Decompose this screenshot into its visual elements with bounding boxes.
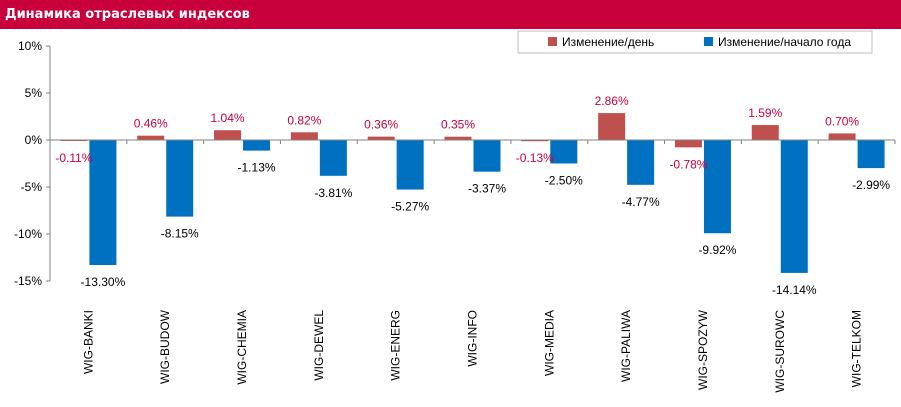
bar-year — [473, 140, 501, 172]
data-label-day: 0.82% — [287, 113, 321, 127]
bar-day — [214, 130, 242, 140]
bar-year — [703, 140, 731, 234]
data-label-day: 0.36% — [364, 118, 398, 132]
bar-year — [319, 140, 347, 176]
data-label-year: -3.81% — [314, 186, 352, 200]
y-tick-label: 10% — [18, 39, 42, 53]
legend-box — [517, 30, 873, 54]
data-label-year: -9.92% — [698, 243, 736, 257]
data-label-year: -13.30% — [81, 275, 126, 289]
bar-year — [780, 140, 808, 273]
y-tick-label: -5% — [21, 180, 43, 194]
bar-day — [444, 136, 472, 140]
legend-swatch-year — [704, 37, 713, 46]
bar-day — [674, 140, 702, 148]
legend: Изменение/день Изменение/начало года — [517, 30, 873, 54]
data-labels: -0.11% -13.30% 0.46% -8.15% 1.04% -1.13% 0.82%… — [55, 94, 890, 297]
bar-day — [290, 132, 318, 140]
x-category-label: WIG-ENERG — [389, 310, 403, 381]
data-label-day: 0.35% — [441, 118, 475, 132]
bar-day — [598, 113, 626, 140]
x-category-label: WIG-PALIWA — [619, 310, 633, 382]
data-label-day: 1.04% — [211, 111, 245, 125]
bar-day — [828, 133, 856, 140]
x-category-label: WIG-BUDOW — [158, 309, 172, 384]
data-label-year: -14.14% — [772, 283, 817, 297]
data-label-year: -2.50% — [545, 174, 583, 188]
bar-day — [60, 140, 88, 142]
legend-label-year: Изменение/начало года — [718, 35, 851, 49]
data-label-day: 0.70% — [825, 114, 859, 128]
legend-label-day: Изменение/день — [562, 35, 654, 49]
data-label-day: -0.11% — [55, 151, 92, 165]
bar-year — [166, 140, 194, 217]
data-label-year: -2.99% — [852, 178, 890, 192]
bar-year — [627, 140, 655, 185]
data-label-year: -8.15% — [161, 227, 199, 241]
bar-year — [243, 140, 271, 151]
data-label-day: 1.59% — [748, 106, 782, 120]
bar-year — [396, 140, 424, 190]
data-label-year: -4.77% — [622, 195, 660, 209]
x-category-label: WIG-SPOZYW — [696, 309, 710, 390]
data-label-day: -0.78% — [669, 157, 707, 171]
y-axis: 10% 5% 0% -5% -10% -15% — [14, 39, 51, 288]
data-label-year: -5.27% — [391, 200, 429, 214]
x-category-label: WIG-DEWEL — [312, 310, 326, 381]
x-category-label: WIG-INFO — [466, 310, 480, 367]
data-label-day: 2.86% — [595, 94, 629, 108]
x-category-label: WIG-SUROWC — [773, 310, 787, 393]
x-category-label: WIG-CHEMIA — [235, 310, 249, 385]
bar-day — [137, 135, 165, 140]
legend-swatch-day — [548, 37, 557, 46]
y-tick-label: 5% — [25, 86, 43, 100]
data-label-year: -3.37% — [468, 182, 506, 196]
bar-year — [89, 140, 117, 266]
bar-day — [751, 125, 779, 140]
chart-title: Динамика отраслевых индексов — [0, 0, 901, 29]
data-label-year: -1.13% — [238, 161, 276, 175]
y-tick-label: -10% — [14, 227, 42, 241]
x-axis: WIG-BANKI WIG-BUDOW WIG-CHEMIA WIG-DEWEL WIG… — [49, 139, 896, 393]
y-tick-label: 0% — [25, 133, 43, 147]
bar-day — [367, 136, 395, 140]
bar-year — [550, 140, 578, 164]
x-category-label: WIG-MEDIA — [542, 310, 556, 376]
y-tick-label: -15% — [14, 274, 42, 288]
data-label-day: 0.46% — [134, 117, 168, 131]
bar-year — [857, 140, 885, 169]
x-category-label: WIG-BANKI — [81, 310, 95, 374]
bars — [60, 113, 885, 273]
bar-day — [521, 140, 549, 142]
data-label-day: -0.13% — [516, 151, 554, 165]
x-category-label: WIG-TELKOM — [850, 310, 864, 387]
